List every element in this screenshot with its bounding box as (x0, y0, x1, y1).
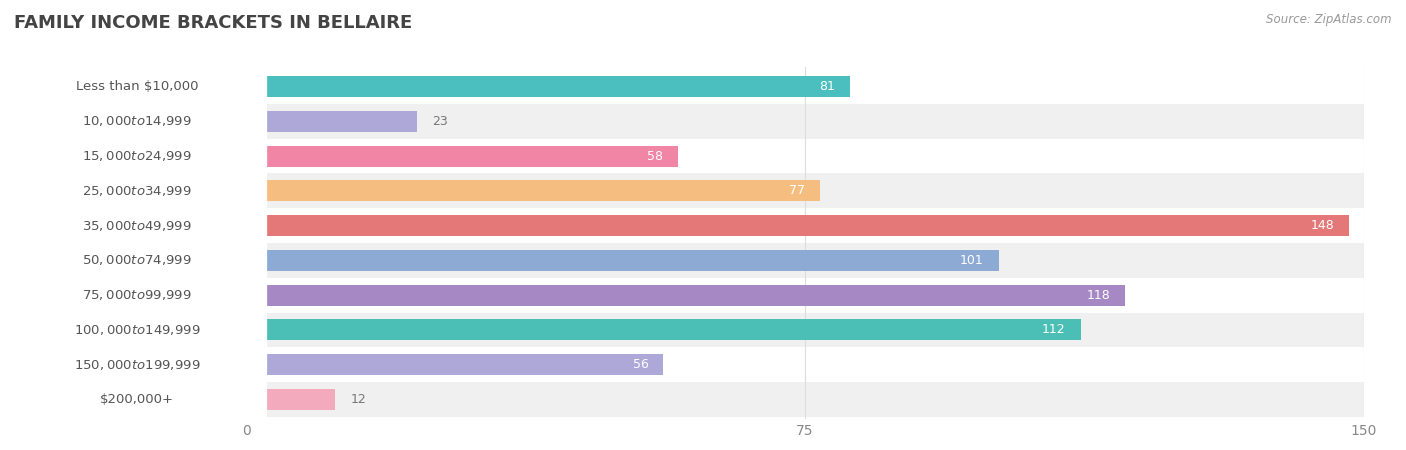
Bar (246, 278, 1364, 312)
Bar (246, 146, 678, 166)
Text: $100,000 to $149,999: $100,000 to $149,999 (75, 323, 200, 337)
Bar (246, 354, 664, 375)
Text: $200,000+: $200,000+ (100, 393, 174, 406)
Text: 81: 81 (818, 80, 835, 93)
Text: Less than $10,000: Less than $10,000 (76, 80, 198, 93)
Text: $50,000 to $74,999: $50,000 to $74,999 (82, 253, 193, 267)
Bar (246, 320, 1081, 340)
Bar (246, 104, 1364, 139)
Text: 58: 58 (647, 149, 664, 162)
Text: $10,000 to $14,999: $10,000 to $14,999 (82, 114, 193, 128)
Text: 148: 148 (1310, 219, 1334, 232)
Bar (246, 76, 849, 97)
Bar (246, 250, 998, 271)
Text: Source: ZipAtlas.com: Source: ZipAtlas.com (1267, 14, 1392, 27)
Bar (246, 180, 820, 201)
Bar (246, 243, 1364, 278)
Text: 23: 23 (433, 115, 449, 128)
Bar (246, 139, 1364, 174)
Text: $75,000 to $99,999: $75,000 to $99,999 (82, 288, 193, 302)
Bar (246, 215, 1348, 236)
Bar (246, 208, 1364, 243)
Text: 77: 77 (789, 184, 804, 198)
Bar (246, 111, 418, 132)
Text: $25,000 to $34,999: $25,000 to $34,999 (82, 184, 193, 198)
Bar (246, 312, 1364, 347)
Text: $150,000 to $199,999: $150,000 to $199,999 (75, 358, 200, 372)
Bar (246, 347, 1364, 382)
Text: 12: 12 (350, 393, 366, 406)
Bar (246, 69, 1364, 104)
Bar (246, 285, 1125, 306)
Text: $15,000 to $24,999: $15,000 to $24,999 (82, 149, 193, 163)
Bar (246, 389, 336, 410)
Bar (246, 174, 1364, 208)
Text: 112: 112 (1042, 324, 1066, 337)
Text: FAMILY INCOME BRACKETS IN BELLAIRE: FAMILY INCOME BRACKETS IN BELLAIRE (14, 14, 412, 32)
Bar (246, 382, 1364, 417)
Text: 56: 56 (633, 358, 648, 371)
Text: 101: 101 (960, 254, 984, 267)
Text: $35,000 to $49,999: $35,000 to $49,999 (82, 219, 193, 233)
Text: 118: 118 (1087, 288, 1111, 302)
